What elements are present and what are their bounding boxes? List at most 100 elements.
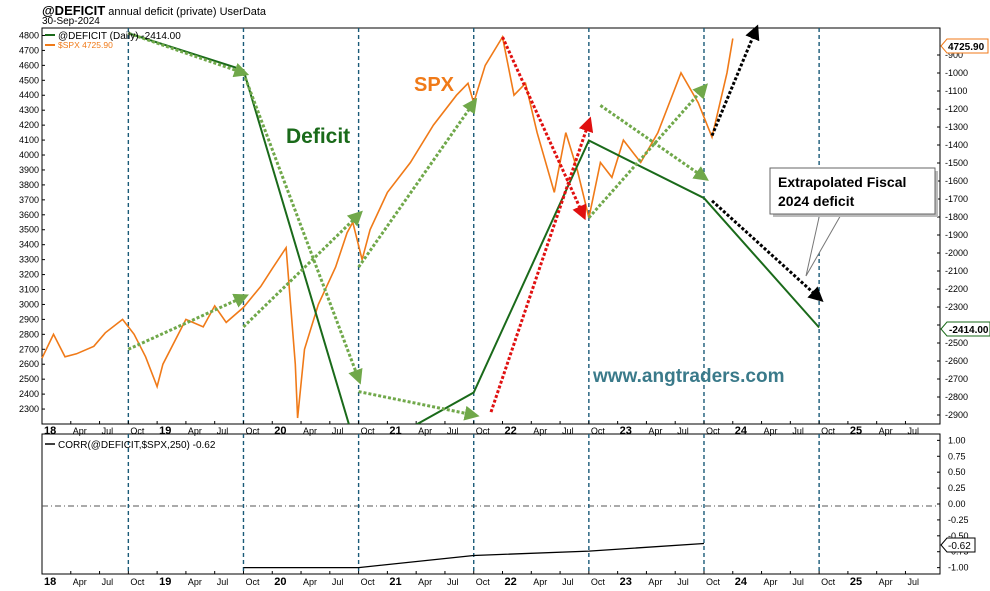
x-tick-label: 18 [44, 425, 56, 437]
deficit-tick-label: -1300 [945, 122, 968, 132]
spx-tick-label: 4700 [19, 45, 39, 55]
x-tick-label: Jul [447, 577, 459, 587]
spx-tick-label: 2800 [19, 329, 39, 339]
x-tick-label: Apr [648, 426, 662, 436]
main-panel-frame [41, 27, 941, 425]
green-trend-arrow [587, 83, 708, 219]
x-tick-label: Oct [130, 426, 145, 436]
deficit-tick-label: -1600 [945, 176, 968, 186]
x-tick-label: Jul [677, 426, 689, 436]
callout-line-2: 2024 deficit [778, 193, 855, 209]
spx-tick-label: 3600 [19, 210, 39, 220]
green-trend-arrow [357, 97, 478, 268]
source-label: UserData [219, 6, 267, 18]
x-tick-label: 23 [620, 576, 632, 588]
deficit-tick-label: -900 [945, 50, 963, 60]
deficit-tick-label: -2200 [945, 284, 968, 294]
deficit-tick-label: -1500 [945, 158, 968, 168]
x-tick-label: 25 [850, 425, 862, 437]
deficit-tick-label: -2700 [945, 374, 968, 384]
deficit-tick-label: -1900 [945, 230, 968, 240]
deficit-label: Deficit [286, 125, 350, 148]
description-label: annual deficit (private) [108, 6, 217, 18]
corr-tick-label: 0.50 [948, 467, 966, 477]
x-tick-label: Oct [591, 577, 606, 587]
deficit-legend: @DEFICIT (Daily) -2414.00 [58, 31, 181, 42]
x-tick-label: Apr [533, 577, 547, 587]
x-tick-label: 21 [389, 576, 401, 588]
x-tick-label: Apr [418, 577, 432, 587]
callout-line-1: Extrapolated Fiscal [778, 174, 906, 190]
corr-tick-label: 0.25 [948, 483, 966, 493]
x-tick-label: 19 [159, 425, 171, 437]
x-tick-label: Apr [188, 426, 202, 436]
green-trend-arrow [242, 210, 363, 328]
x-tick-label: Oct [706, 577, 721, 587]
spx-tick-label: 4300 [19, 105, 39, 115]
deficit-axis: -900 -1000 -1100 -1200 -1300 -1400 -1500 -1600 -… [937, 50, 968, 420]
x-tick-label: 20 [274, 425, 286, 437]
x-tick-label: Apr [418, 426, 432, 436]
x-tick-label: Apr [879, 426, 893, 436]
date-label: 30-Sep-2024 [42, 16, 100, 27]
x-tick-label: Jul [332, 577, 344, 587]
spx-tick-label: 2600 [19, 359, 39, 369]
x-tick-label: Oct [130, 577, 145, 587]
x-tick-label: Oct [361, 577, 376, 587]
x-tick-label: Apr [764, 577, 778, 587]
black-trend-arrow [710, 24, 760, 137]
symbol-label: @DEFICIT [42, 3, 106, 18]
corr-tick-label: 1.00 [948, 435, 966, 445]
spx-tick-label: 3000 [19, 299, 39, 309]
x-tick-label: 24 [735, 576, 748, 588]
x-tick-label: 19 [159, 576, 171, 588]
x-tick-label: Jul [792, 426, 804, 436]
corr-series-line [243, 542, 705, 569]
deficit-tick-label: -1100 [945, 86, 967, 96]
spx-tick-label: 2700 [19, 344, 39, 354]
deficit-tick-label: -2900 [945, 410, 968, 420]
corr-panel-frame [41, 433, 941, 575]
callout-box [769, 167, 936, 215]
x-tick-label: Oct [245, 577, 260, 587]
deficit-tick-label: -2000 [945, 248, 968, 258]
spx-tick-label: 4600 [19, 60, 39, 70]
corr-tick-label: 0.75 [948, 451, 966, 461]
deficit-tick-label: -1400 [945, 140, 968, 150]
spx-tick-label: 3500 [19, 225, 39, 235]
deficit-tick-label: -1800 [945, 212, 968, 222]
deficit-tick-label: -2500 [945, 338, 968, 348]
x-tick-label: Oct [361, 426, 376, 436]
x-tick-label: Jul [907, 577, 919, 587]
spx-label: SPX [414, 74, 455, 96]
corr-tick-label: -0.50 [948, 531, 969, 541]
spx-tick-label: 3300 [19, 255, 39, 265]
spx-last-badge: 4725.90 [940, 38, 989, 54]
spx-tick-label: 2400 [19, 389, 39, 399]
x-tick-label: Jul [792, 577, 804, 587]
svg-text:-2414.00: -2414.00 [949, 325, 989, 336]
deficit-tick-label: -2100 [945, 266, 968, 276]
x-tick-label: Apr [188, 577, 202, 587]
x-tick-label: Apr [73, 426, 87, 436]
spx-tick-label: 4500 [19, 75, 39, 85]
green-trend-arrow [127, 31, 250, 78]
spx-tick-label: 2900 [19, 314, 39, 324]
x-tick-label: Oct [476, 577, 491, 587]
deficit-tick-label: -2600 [945, 356, 968, 366]
green-trend-arrow [127, 293, 249, 351]
spx-tick-label: 2300 [19, 404, 39, 414]
time-axis: 18 18 Apr Apr Jul Jul Oct Oct 19 19 Apr Apr Jul Jul Oc… [41, 421, 919, 588]
spx-tick-label: 3200 [19, 270, 39, 280]
green-trend-arrow [599, 104, 709, 181]
spx-tick-label: 4800 [19, 30, 39, 40]
x-tick-label: Apr [533, 426, 547, 436]
x-tick-label: 21 [389, 425, 401, 437]
deficit-tick-label: -1000 [945, 68, 968, 78]
x-tick-label: 24 [735, 425, 748, 437]
corr-last-badge: -0.62 [940, 537, 976, 553]
x-tick-label: Jul [332, 426, 344, 436]
deficit-tick-label: -2300 [945, 302, 968, 312]
spx-legend: $SPX 4725.90 [58, 40, 113, 50]
